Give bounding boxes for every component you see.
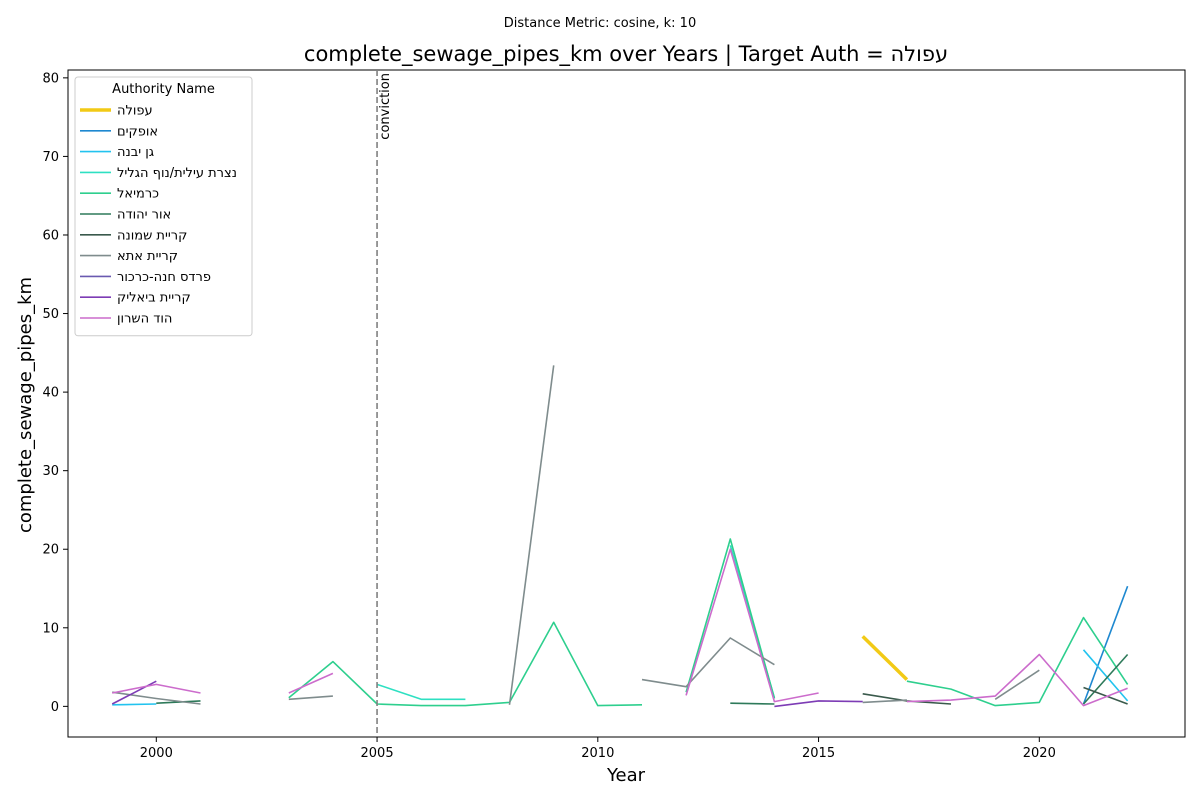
y-tick-label: 0 <box>51 700 59 715</box>
x-tick-label: 2005 <box>361 746 394 761</box>
series-line-5 <box>1082 653 1129 705</box>
series-line-7 <box>112 691 201 705</box>
x-tick-label: 2000 <box>140 746 173 761</box>
y-tick-label: 30 <box>42 464 59 479</box>
legend-entry: כרמיאל <box>117 187 159 202</box>
series-line-9 <box>111 680 157 705</box>
series-line-5 <box>730 702 775 705</box>
series-line-3 <box>376 683 466 701</box>
x-tick-label: 2010 <box>581 746 614 761</box>
y-tick-label: 20 <box>42 543 59 558</box>
series-line-2 <box>112 703 157 706</box>
legend-entry: אור יהודה <box>117 208 171 223</box>
y-tick-label: 60 <box>42 228 59 243</box>
series-line-4 <box>685 538 776 699</box>
legend-entry: הוד השרון <box>117 312 172 327</box>
x-axis-label: Year <box>606 765 646 786</box>
series-line-4 <box>288 621 643 707</box>
series-line-10 <box>288 672 334 694</box>
y-tick-label: 40 <box>42 386 59 401</box>
series-line-1 <box>1082 585 1129 705</box>
series-line-10 <box>906 653 1128 707</box>
y-tick-label: 10 <box>42 621 59 636</box>
legend-entry: פרדס חנה-כרכור <box>117 270 211 285</box>
conviction-label: conviction <box>378 73 393 140</box>
legend-entry: גן יבנה <box>117 145 154 160</box>
y-tick-label: 80 <box>42 71 59 86</box>
series-line-9 <box>774 700 863 708</box>
legend-box <box>74 76 253 337</box>
series-line-7 <box>641 637 775 688</box>
legend-entry: עפולה <box>117 104 153 119</box>
y-axis-label: complete_sewage_pipes_km <box>15 277 36 533</box>
series-line-2 <box>1082 649 1129 702</box>
legend-entry: קריית שמונה <box>117 228 187 243</box>
legend-entry: אופקים <box>117 124 158 139</box>
series-line-10 <box>685 548 819 703</box>
x-tick-label: 2015 <box>802 746 835 761</box>
chart-suptitle: Distance Metric: cosine, k: 10 <box>504 16 696 31</box>
series-line-0 <box>861 635 909 681</box>
y-tick-label: 50 <box>42 307 59 322</box>
series-line-10 <box>112 683 201 694</box>
series-line-6 <box>1083 686 1128 705</box>
legend-entry: קריית אתא <box>117 249 178 264</box>
legend-title: Authority Name <box>112 82 215 97</box>
legend-entry: קריית ביאליק <box>117 291 191 306</box>
y-tick-label: 70 <box>42 150 59 165</box>
plot-area: 2000 2005 2010 2015 2020 0 10 20 30 40 50 60 70 80 con… <box>42 69 1186 761</box>
series-line-7 <box>288 695 333 701</box>
axes-frame <box>67 69 1186 738</box>
series-line-7 <box>994 669 1040 700</box>
legend-entry: נצרת עילית/נוף הגליל <box>117 166 237 181</box>
chart-title: complete_sewage_pipes_km over Years | Ta… <box>304 42 948 67</box>
series-line-7 <box>508 365 555 705</box>
x-tick-label: 2020 <box>1023 746 1056 761</box>
series-line-7 <box>862 699 907 704</box>
series-line-4 <box>906 616 1129 707</box>
